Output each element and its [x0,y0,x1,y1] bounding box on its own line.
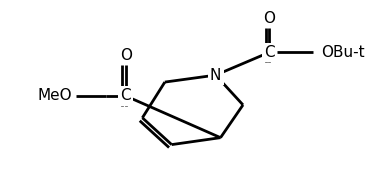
Text: N: N [210,68,221,83]
Text: MeO: MeO [37,88,72,103]
Text: OBu-t: OBu-t [321,45,365,60]
Text: C: C [120,88,131,103]
Text: O: O [263,11,275,26]
Text: C: C [264,45,275,60]
Text: O: O [120,48,132,63]
